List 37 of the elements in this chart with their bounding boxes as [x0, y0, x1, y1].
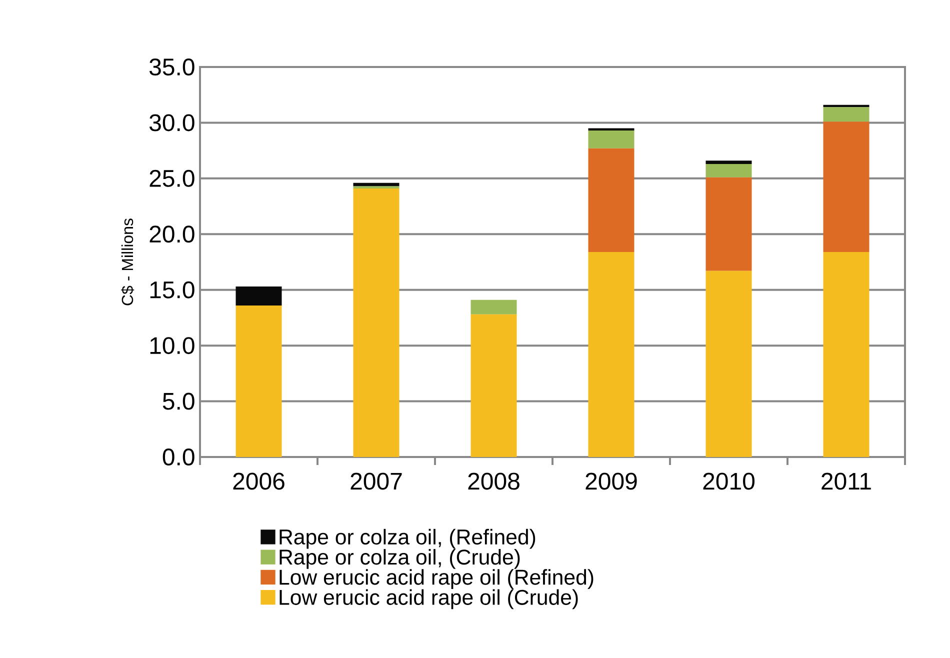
bar	[353, 188, 400, 457]
bar	[470, 300, 517, 314]
legend-label: Rape or colza oil, (Refined)	[280, 528, 536, 549]
y-tick-label: 5.0	[162, 392, 194, 410]
bar	[588, 148, 634, 252]
x-tick-label: 2007	[350, 472, 402, 490]
legend-label: Low erucic acid rape oil (Refined)	[280, 569, 594, 590]
x-tick-label: 2011	[822, 472, 871, 490]
y-tick-label: 0.0	[162, 448, 194, 466]
bar	[470, 314, 517, 457]
bar	[588, 252, 634, 457]
x-tick-label: 2009	[586, 472, 637, 490]
bar	[588, 128, 634, 131]
bar	[823, 122, 870, 252]
y-tick-label: 15.0	[150, 281, 194, 298]
bar	[236, 305, 282, 457]
x-tick-label: 2010	[703, 472, 755, 490]
y-tick-label: 30.0	[150, 114, 194, 132]
legend-label: Low erucic acid rape oil (Crude)	[280, 589, 578, 610]
x-tick-label: 2008	[468, 472, 520, 490]
bar	[823, 252, 870, 457]
y-tick-label: 10.0	[150, 337, 194, 354]
legend-label: Rape or colza oil, (Crude)	[280, 549, 520, 569]
y-tick-label: 25.0	[150, 170, 194, 187]
bar	[823, 107, 870, 122]
bar	[706, 160, 752, 164]
bar	[706, 164, 752, 178]
y-tick-label: 20.0	[150, 226, 194, 243]
bar	[353, 182, 400, 186]
bar	[236, 286, 282, 306]
bar	[706, 270, 752, 457]
bar	[588, 130, 634, 148]
bar	[823, 104, 870, 108]
x-tick-label: 2006	[233, 472, 284, 490]
y-axis-title: C$ - Millions	[121, 218, 134, 306]
y-tick-label: 35.0	[150, 58, 194, 76]
bar	[706, 177, 752, 271]
